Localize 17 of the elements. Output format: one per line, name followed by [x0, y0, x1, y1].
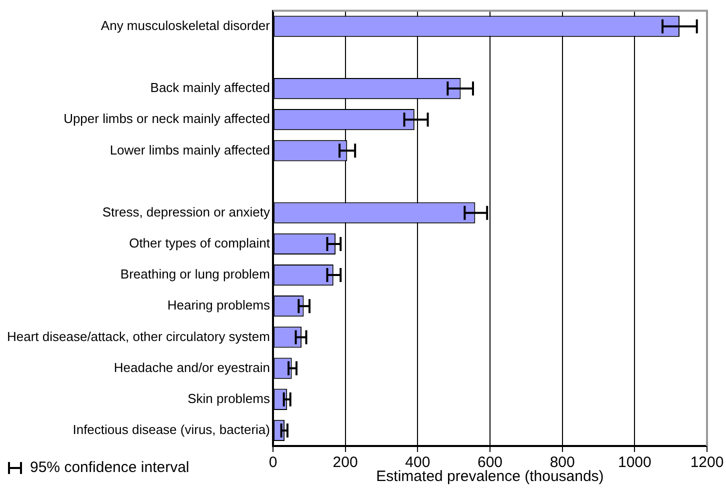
x-tick-label: 1000 [618, 454, 652, 472]
x-tick-label: 200 [332, 454, 358, 472]
y-tick-label: Lower limbs mainly affected [110, 142, 270, 158]
y-tick-label: Infectious disease (virus, bacteria) [72, 422, 270, 438]
y-tick-label: Hearing problems [167, 298, 270, 313]
y-tick-label: Upper limbs or neck mainly affected [64, 111, 270, 126]
x-tick-label: 0 [268, 454, 278, 472]
y-tick-label: Stress, depression or anxiety [102, 204, 270, 220]
y-tick-label: Back mainly affected [150, 80, 270, 96]
y-tick-label: Heart disease/attack, other circulatory system [6, 328, 270, 344]
y-tick-label: Any musculoskeletal disorder [100, 18, 271, 33]
y-tick-label: Headache and/or eyestrain [114, 360, 270, 375]
y-tick-label: Breathing or lung problem [120, 266, 270, 282]
text: 95% confidence interval [30, 459, 190, 476]
x-tick-label: 1200 [690, 454, 724, 472]
y-tick-label: Other types of complaint [129, 236, 270, 251]
y-tick-label: Skin problems [188, 390, 270, 406]
